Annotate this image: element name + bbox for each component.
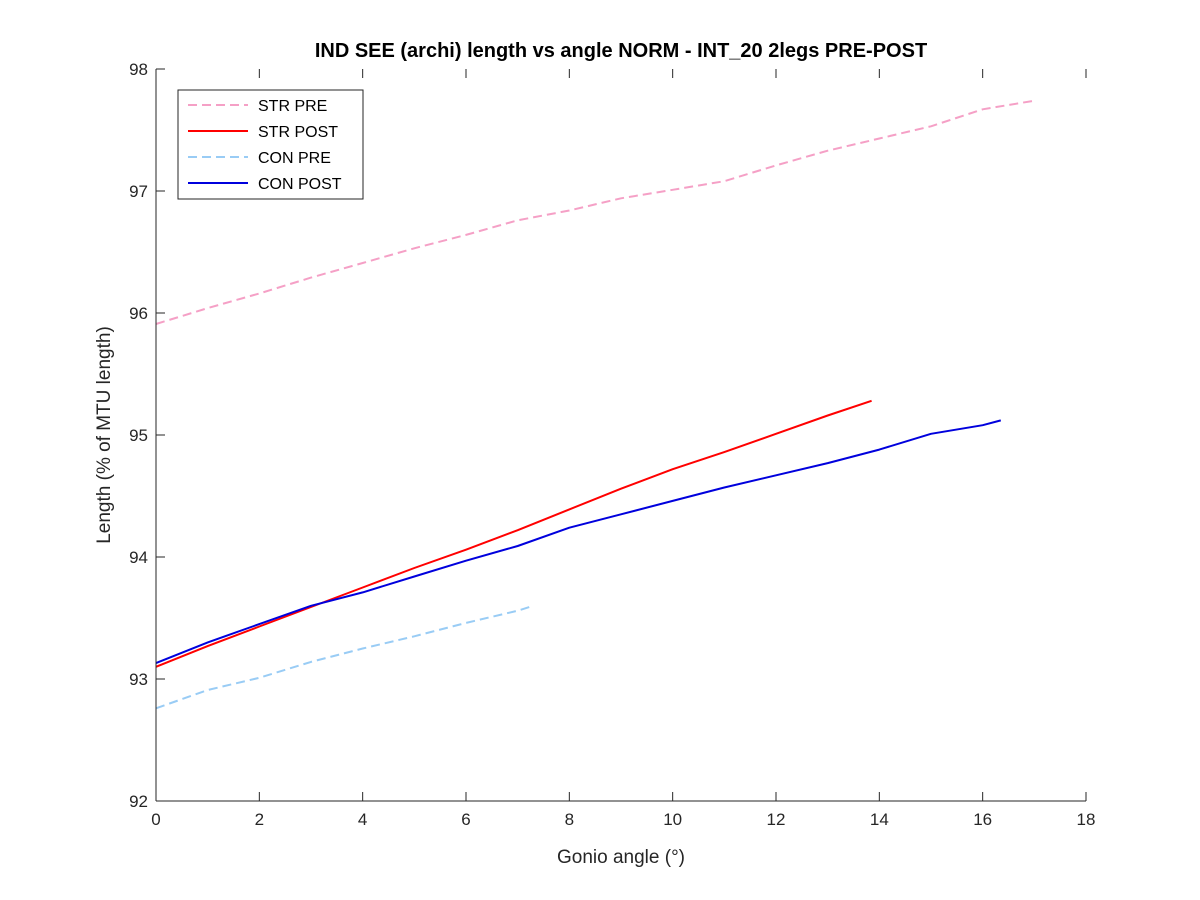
chart-title: IND SEE (archi) length vs angle NORM - I…	[315, 40, 927, 62]
y-tick-label: 92	[129, 792, 148, 811]
y-tick-label: 96	[129, 304, 148, 323]
x-tick-label: 4	[358, 810, 367, 829]
y-tick-label: 97	[129, 182, 148, 201]
x-tick-label: 10	[663, 810, 682, 829]
x-tick-label: 18	[1077, 810, 1096, 829]
x-tick-label: 12	[767, 810, 786, 829]
x-tick-label: 8	[565, 810, 574, 829]
series-line-str-post	[155, 399, 872, 668]
series-layer	[155, 99, 1035, 710]
y-tick-label: 94	[129, 548, 148, 567]
y-tick-label: 93	[129, 670, 148, 689]
legend-items: STR PRE STR POST CON PRE CON POST	[188, 98, 342, 193]
y-axis-label: Length (% of MTU length)	[94, 326, 115, 544]
legend-box	[177, 89, 364, 200]
x-ticks: 0 2 4 6 8 10 12 14 16 18	[151, 69, 1095, 829]
series-line-con-post	[155, 419, 1002, 665]
y-ticks: 92 93 94 95 96 97 98	[129, 60, 165, 811]
x-axis-label: Gonio angle (°)	[557, 847, 685, 868]
legend: STR PRE STR POST CON PRE CON POST	[177, 89, 364, 200]
x-tick-label: 0	[151, 810, 160, 829]
legend-label-con-post: CON POST	[258, 176, 342, 193]
series-line-str-pre	[155, 99, 1035, 325]
x-tick-label: 16	[973, 810, 992, 829]
legend-label-str-post: STR POST	[258, 124, 338, 141]
x-tick-label: 6	[461, 810, 470, 829]
series-line-con-pre	[155, 604, 534, 710]
x-tick-label: 14	[870, 810, 889, 829]
legend-label-con-pre: CON PRE	[258, 150, 331, 167]
y-tick-label: 95	[129, 426, 148, 445]
y-tick-label: 98	[129, 60, 148, 79]
x-tick-label: 2	[255, 810, 264, 829]
legend-label-str-pre: STR PRE	[258, 98, 327, 115]
